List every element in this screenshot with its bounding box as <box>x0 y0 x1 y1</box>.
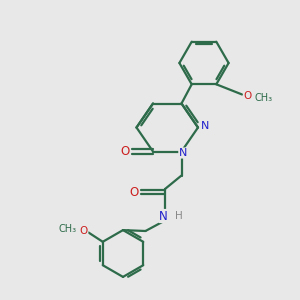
Text: H: H <box>175 211 182 221</box>
Text: CH₃: CH₃ <box>58 224 76 234</box>
Text: CH₃: CH₃ <box>254 93 272 103</box>
Text: O: O <box>130 185 139 199</box>
Text: O: O <box>80 226 88 236</box>
Text: N: N <box>200 121 209 131</box>
Text: O: O <box>121 145 130 158</box>
Text: N: N <box>159 209 168 223</box>
Text: N: N <box>179 148 187 158</box>
Text: O: O <box>243 91 252 101</box>
